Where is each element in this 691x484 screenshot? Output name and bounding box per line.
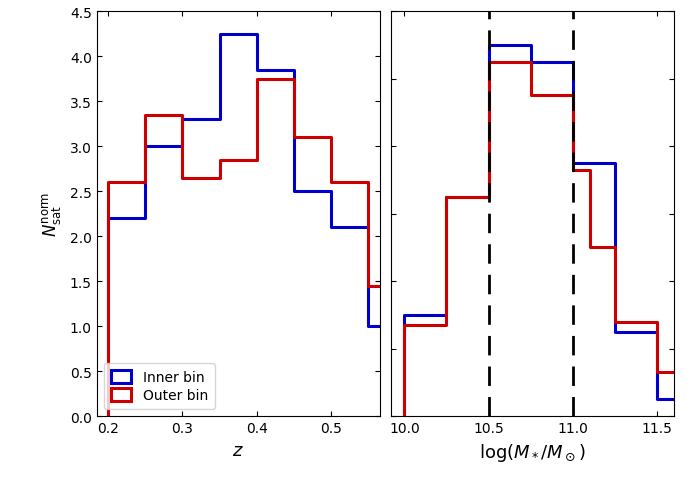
X-axis label: $z$: $z$ bbox=[232, 440, 244, 458]
X-axis label: $\log(M_*/M_\odot)$: $\log(M_*/M_\odot)$ bbox=[479, 440, 586, 463]
Legend: Inner bin, Outer bin: Inner bin, Outer bin bbox=[104, 363, 215, 409]
Y-axis label: $N_{\rm sat}^{\rm norm}$: $N_{\rm sat}^{\rm norm}$ bbox=[41, 192, 64, 237]
